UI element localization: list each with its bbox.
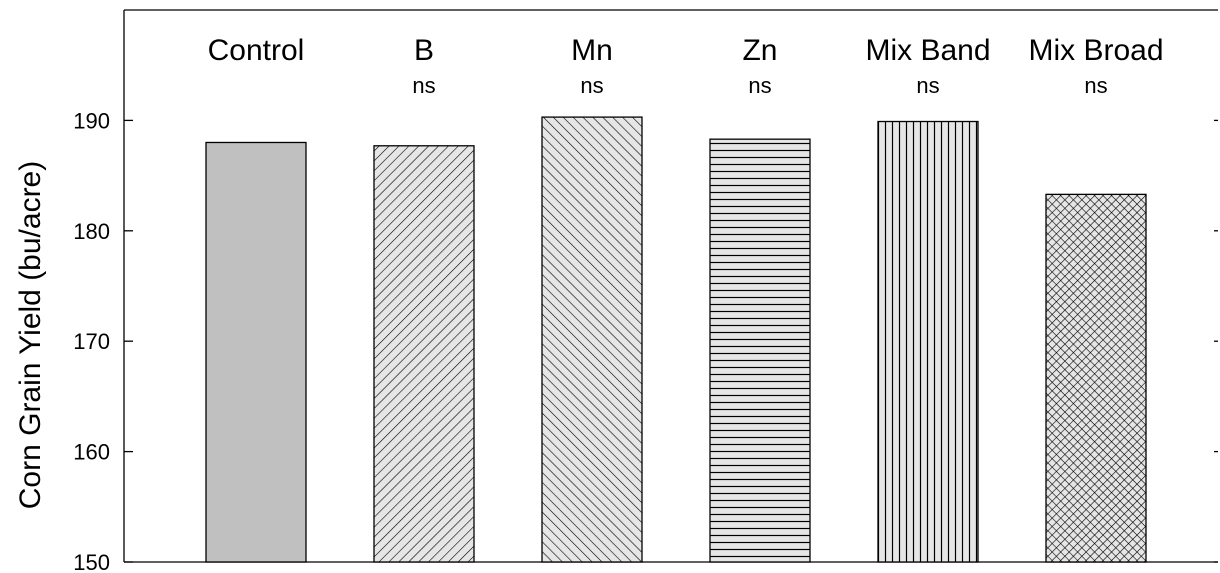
y-tick-label: 190 [73, 108, 110, 133]
category-label: Control [208, 34, 305, 67]
significance-label: ns [748, 73, 771, 98]
y-tick-label: 150 [73, 550, 110, 573]
y-tick-label: 160 [73, 440, 110, 465]
y-axis-title: Corn Grain Yield (bu/acre) [14, 161, 47, 510]
y-tick-label: 170 [73, 329, 110, 354]
category-labels-group: Control Bns Mn ns Zn ns Mix Band ns Mix Broad ns [208, 34, 1164, 98]
significance-label: ns [412, 73, 435, 98]
bar-mix-broad [1045, 193, 1147, 563]
category-label: Mix Broad [1028, 34, 1163, 67]
significance-label: ns [1084, 73, 1107, 98]
y-axis-ticks: 150 160 170 180 190 [73, 108, 1218, 573]
bar-zn [709, 138, 811, 563]
bar-b [373, 145, 475, 563]
significance-label: ns [580, 73, 603, 98]
category-label: Mn [571, 34, 613, 67]
bar-mix-band [877, 120, 979, 563]
category-label: B [414, 34, 434, 67]
category-label: Mix Band [865, 34, 990, 67]
bar-control [205, 141, 307, 563]
category-label: Zn [742, 34, 777, 67]
bars-group [205, 116, 1147, 563]
bar-mn [541, 116, 643, 563]
y-tick-label: 180 [73, 219, 110, 244]
significance-label: ns [916, 73, 939, 98]
